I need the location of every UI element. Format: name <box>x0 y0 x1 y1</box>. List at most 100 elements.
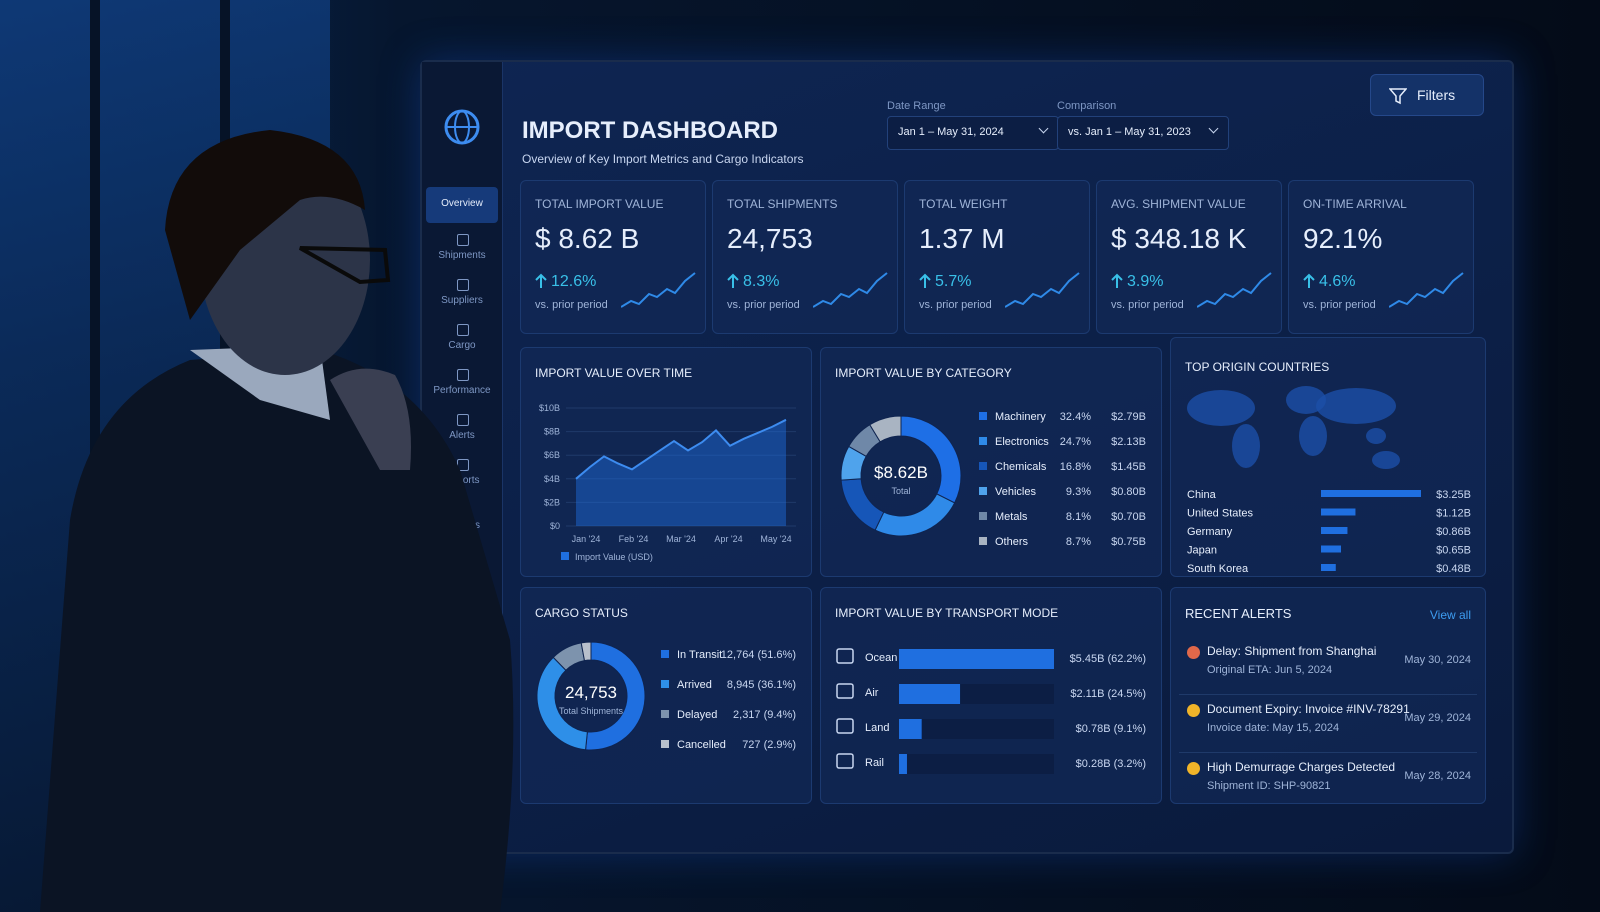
y-tick-label: $8B <box>544 427 560 437</box>
alert-title: Delay: Shipment from Shanghai <box>1207 644 1377 658</box>
nav-label: Alerts <box>449 430 475 441</box>
graphic <box>1389 88 1407 105</box>
legend-label: Chemicals <box>995 461 1047 473</box>
chevron <box>1208 123 1219 134</box>
transport-icon <box>836 753 854 769</box>
nav-item[interactable]: Settings <box>426 502 498 538</box>
legend-swatch <box>979 412 987 420</box>
legend-swatch <box>979 487 987 495</box>
nav-item[interactable]: Overview <box>426 187 498 223</box>
alert-item[interactable]: High Demurrage Charges Detected Shipment … <box>1179 756 1477 810</box>
legend-value: 8.7% <box>1066 536 1091 548</box>
graphic: China $3.25B United States $1.12B Germany $0.… <box>1187 386 1471 575</box>
country-name: United States <box>1187 508 1254 520</box>
graphic <box>535 273 547 288</box>
kpi-note: vs. prior period <box>919 299 992 311</box>
kpi-value: $ 8.62 B <box>535 223 640 254</box>
legend-value: $2.13B <box>1111 436 1146 448</box>
nav-label: Settings <box>443 520 481 531</box>
country-name: China <box>1187 489 1217 501</box>
x-tick-label: Jan '24 <box>572 534 601 544</box>
legend-value: 2,317 (9.4%) <box>733 709 796 721</box>
alert-item[interactable]: Delay: Shipment from Shanghai Original ET… <box>1179 640 1477 695</box>
x-tick-label: May '24 <box>760 534 791 544</box>
nav-item[interactable]: Cargo <box>426 322 498 358</box>
y-tick-label: $2B <box>544 497 560 507</box>
alert-item[interactable]: Document Expiry: Invoice #INV-78291 Invoi… <box>1179 698 1477 753</box>
legend-label: Metals <box>995 511 1028 523</box>
map-land <box>1366 428 1386 444</box>
map-land <box>1316 388 1396 424</box>
sidebar: Overview Shipments Suppliers Cargo Performan… <box>422 62 503 852</box>
filters-label: Filters <box>1417 87 1456 103</box>
nav-item[interactable]: Shipments <box>426 232 498 268</box>
legend-swatch <box>979 437 987 445</box>
kpi-label: TOTAL IMPORT VALUE <box>535 197 664 211</box>
nav-item[interactable]: Suppliers <box>426 277 498 313</box>
select[interactable]: Jan 1 – May 31, 2024 <box>887 116 1059 150</box>
select-label: Comparison <box>1057 100 1117 112</box>
kpi-note: vs. prior period <box>535 299 608 311</box>
y-tick-label: $6B <box>544 450 560 460</box>
card: IMPORT VALUE BY CATEGORY Machinery 32.4% $2… <box>820 347 1162 577</box>
card: IMPORT VALUE BY TRANSPORT MODE Ocean $5.45… <box>820 587 1162 804</box>
legend-label: Arrived <box>677 679 712 691</box>
alert-title: Document Expiry: Invoice #INV-78291 <box>1207 702 1410 716</box>
bar <box>899 754 907 774</box>
country-value: $1.12B <box>1436 508 1471 520</box>
country-value: $0.48B <box>1436 563 1471 575</box>
card-title: IMPORT VALUE OVER TIME <box>535 366 693 380</box>
nav-icon <box>457 369 469 381</box>
dashboard: Overview Shipments Suppliers Cargo Performan… <box>420 60 1514 854</box>
map-land <box>1187 390 1255 426</box>
graphic <box>727 273 739 288</box>
card: RECENT ALERTS View all Delay: Shipment fro… <box>1170 587 1486 804</box>
legend-value: 8.1% <box>1066 511 1091 523</box>
kpi-note: vs. prior period <box>1111 299 1184 311</box>
view-all-link[interactable]: View all <box>1429 608 1471 622</box>
alert-date: May 28, 2024 <box>1404 770 1471 782</box>
bar <box>1321 545 1341 553</box>
sparkline <box>621 272 696 308</box>
kpi-change: 5.7% <box>935 273 972 290</box>
legend-label: Machinery <box>995 411 1046 423</box>
legend-swatch <box>661 680 669 688</box>
nav-item[interactable]: Performance <box>426 367 498 403</box>
bar <box>899 719 922 739</box>
legend-value: 8,945 (36.1%) <box>727 679 796 691</box>
nav-icon <box>457 279 469 291</box>
map-land <box>1286 386 1326 414</box>
legend-label: In Transit <box>677 649 722 661</box>
legend-value: 727 (2.9%) <box>742 739 796 751</box>
donut-segment <box>536 656 588 751</box>
legend-swatch <box>979 537 987 545</box>
chevron <box>1038 123 1049 134</box>
country-name: Germany <box>1187 526 1233 538</box>
graphic <box>813 272 888 308</box>
legend-value: 9.3% <box>1066 486 1091 498</box>
nav-item[interactable]: Reports <box>426 457 498 493</box>
alert-date: May 29, 2024 <box>1404 712 1471 724</box>
nav-item[interactable]: Alerts <box>426 412 498 448</box>
nav-label: Suppliers <box>441 295 483 306</box>
alert-title: High Demurrage Charges Detected <box>1207 760 1396 774</box>
kpi-change: 4.6% <box>1319 273 1356 290</box>
area <box>576 419 786 526</box>
legend-value: $0.80B <box>1111 486 1146 498</box>
donut-total-label: Total Shipments <box>559 706 624 716</box>
legend-value: 16.8% <box>1060 461 1091 473</box>
filters-button[interactable]: Filters <box>1370 74 1484 116</box>
alert-detail: Shipment ID: SHP-90821 <box>1207 780 1331 792</box>
alert-icon <box>1187 762 1200 775</box>
card-title: RECENT ALERTS <box>1185 606 1292 621</box>
mode-value: $2.11B (24.5%) <box>1070 688 1146 700</box>
sparkline <box>1005 272 1080 308</box>
select[interactable]: vs. Jan 1 – May 31, 2023 <box>1057 116 1229 150</box>
card-title: IMPORT VALUE BY CATEGORY <box>835 366 1012 380</box>
country-name: Japan <box>1187 545 1217 557</box>
map-land <box>1299 416 1327 456</box>
graphic <box>1111 273 1123 288</box>
alert-detail: Original ETA: Jun 5, 2024 <box>1207 664 1333 676</box>
